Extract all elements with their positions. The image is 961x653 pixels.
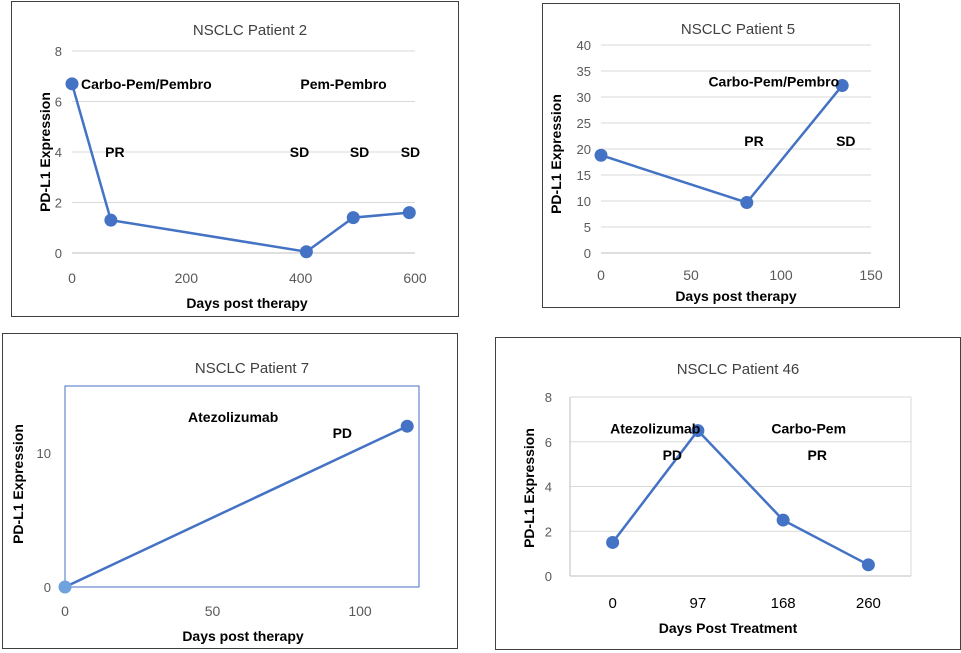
x-tick-label: 100 [348,603,372,619]
y-tick-label: 2 [545,524,552,539]
x-tick-label: 168 [771,595,796,612]
y-tick-label: 0 [55,246,62,261]
chart-svg-patient-2: NSCLC Patient 2 Days post therapy PD-L1 Ex… [37,22,427,311]
series-line [600,84,844,205]
data-point [776,513,790,527]
data-point [594,148,608,162]
y-tick-label: 8 [55,44,62,59]
annotation-label: PR [744,133,763,149]
series-line [70,83,410,254]
chart-title: NSCLC Patient 2 [193,22,307,39]
y-tick-label: 35 [577,64,591,79]
annotation-label: Atezolizumab [610,420,700,436]
annotation-label: SD [350,144,369,160]
y-tick-label: 10 [37,446,51,461]
chart-svg-patient-46: NSCLC Patient 46 Days Post Treatment PD-L1… [521,361,912,636]
x-axis-label: Days post therapy [182,628,304,644]
annotation-label: PD [663,447,682,463]
x-axis-label: Days Post Treatment [659,620,798,636]
x-tick-label: 400 [289,270,313,286]
y-tick-label: 15 [577,168,591,183]
annotation-label: PR [105,144,124,160]
annotation-label: SD [401,144,420,160]
x-tick-label: 0 [608,595,616,612]
data-point [835,79,849,93]
plot-area-frame [64,385,420,588]
chart-title: NSCLC Patient 46 [677,361,800,378]
annotation-label: SD [290,144,309,160]
chart-title: NSCLC Patient 7 [195,360,309,377]
chart-panel-patient-2: NSCLC Patient 2 Days post therapy PD-L1 Ex… [11,1,459,317]
x-tick-label: 50 [683,267,699,283]
annotation-label: PR [807,447,826,463]
y-axis-label: PD-L1 Expression [37,92,53,212]
y-tick-label: 25 [577,116,591,131]
series-line [611,428,869,566]
data-point [58,580,72,594]
chart-panel-patient-7: NSCLC Patient 7 Days post therapy PD-L1 Ex… [2,333,458,649]
y-tick-label: 0 [584,246,591,261]
y-tick-label: 2 [55,196,62,211]
annotation-label: Atezolizumab [188,409,278,425]
annotation-label: Carbo-Pem [771,420,846,436]
data-point [740,196,754,210]
annotation-label: Pem-Pembro [300,76,386,92]
y-axis-label: PD-L1 Expression [521,428,537,548]
x-tick-label: 600 [403,270,427,286]
y-axis-label: PD-L1 Expression [10,424,26,544]
data-point [299,245,313,259]
data-point [691,424,705,438]
chart-title: NSCLC Patient 5 [681,21,795,38]
y-tick-label: 4 [545,480,552,495]
x-tick-label: 0 [61,603,69,619]
x-tick-label: 260 [856,595,881,612]
chart-svg-patient-7: NSCLC Patient 7 Days post therapy PD-L1 Ex… [10,360,420,644]
y-tick-label: 0 [545,569,552,584]
x-axis-label: Days post therapy [186,295,308,311]
annotation-label: SD [836,133,855,149]
series-line [64,425,408,589]
y-axis-label: PD-L1 Expression [548,94,564,214]
y-tick-label: 30 [577,90,591,105]
x-tick-label: 150 [859,267,883,283]
y-tick-label: 4 [55,145,62,160]
chart-panel-patient-5: NSCLC Patient 5 Days post therapy PD-L1 Ex… [542,3,900,308]
data-point [65,77,79,91]
x-tick-label: 100 [769,267,793,283]
chart-panel-patient-46: NSCLC Patient 46 Days Post Treatment PD-L1… [495,337,961,650]
data-point [606,535,620,549]
annotation-label: Carbo-Pem/Pembro [81,76,212,92]
y-tick-label: 8 [545,390,552,405]
annotation-label: PD [333,425,352,441]
y-tick-label: 20 [577,142,591,157]
data-point [861,558,875,572]
data-point [104,213,118,227]
data-point [346,211,360,225]
annotation-label: Carbo-Pem/Pembro [708,73,839,89]
y-tick-label: 0 [44,580,51,595]
x-tick-label: 0 [68,270,76,286]
x-tick-label: 50 [205,603,221,619]
x-tick-label: 0 [597,267,605,283]
y-tick-label: 6 [545,435,552,450]
chart-svg-patient-5: NSCLC Patient 5 Days post therapy PD-L1 Ex… [548,21,883,304]
x-axis-label: Days post therapy [675,288,797,304]
x-tick-label: 200 [175,270,199,286]
y-tick-label: 6 [55,95,62,110]
data-point [402,206,416,220]
y-tick-label: 10 [577,194,591,209]
x-tick-label: 97 [690,595,707,612]
data-point [400,419,414,433]
y-tick-label: 5 [584,220,591,235]
y-tick-label: 40 [577,38,591,53]
